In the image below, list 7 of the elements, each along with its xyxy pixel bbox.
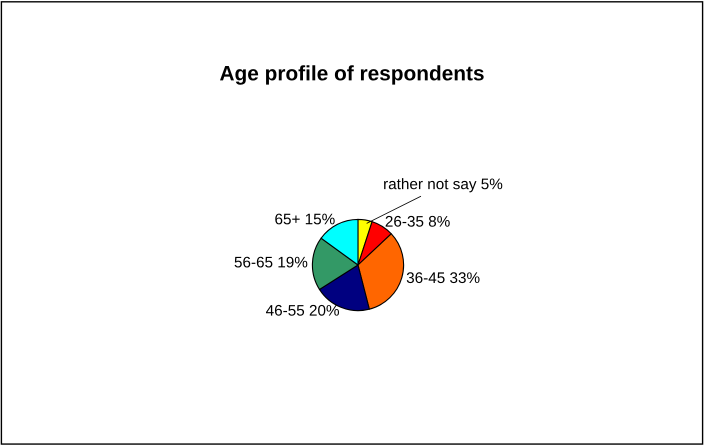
slice-label: 46-55 20% (266, 304, 339, 316)
slice-label: 56-65 19% (234, 256, 308, 268)
slice-label: rather not say 5% (384, 178, 502, 192)
chart-title: Age profile of respondents (220, 65, 484, 85)
slice-label: 36-45 33% (406, 272, 480, 284)
slice-label: 65+ 15% (275, 214, 335, 224)
slice-label: 26-35 8% (386, 216, 450, 227)
